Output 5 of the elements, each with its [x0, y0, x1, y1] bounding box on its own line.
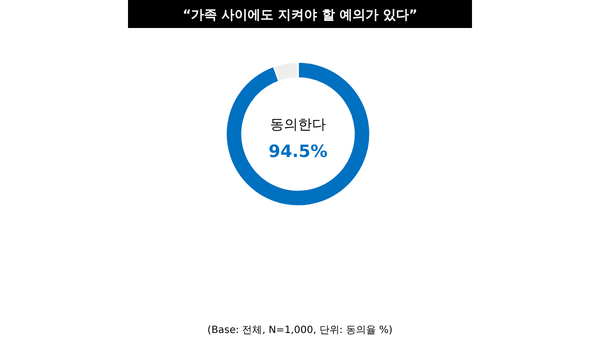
data-label: 94.5%	[268, 142, 328, 162]
chart-title: “가족 사이에도 지켜야 할 예의가 있다”	[182, 8, 418, 23]
slice-label: 동의한다	[270, 117, 326, 133]
text: (Base: 전체, N=1,000, 단위: 동의율 %)	[207, 325, 393, 336]
title: “가족 사이에도 지켜야 할 예의가 있다”	[128, 0, 472, 28]
